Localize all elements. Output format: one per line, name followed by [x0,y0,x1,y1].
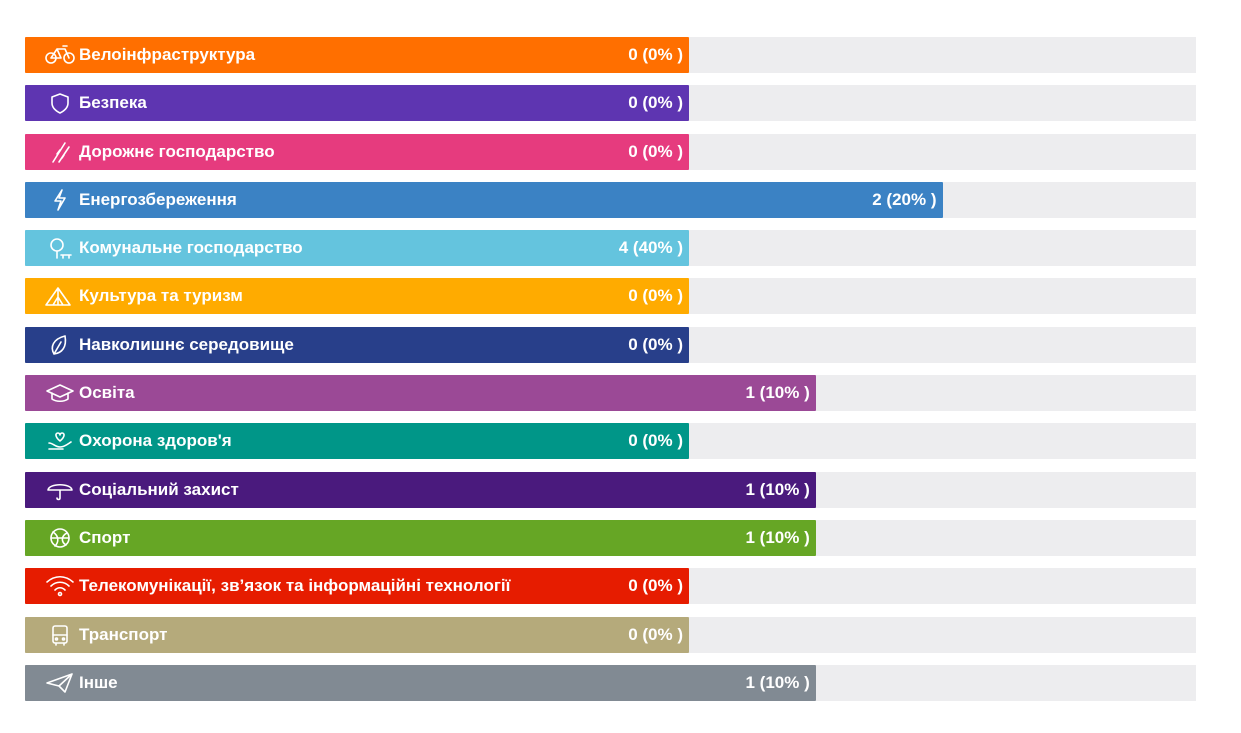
bar-label: Спорт [79,527,131,547]
bar-value-label: 1 (10% ) [745,479,810,499]
heart-hand-icon [43,429,77,453]
bar-track: Інше 1 (10% ) [25,664,1196,701]
bar: Освіта 1 (10% ) [25,375,816,412]
bar-label: Транспорт [79,624,168,644]
bar-value-label: 1 (10% ) [745,527,810,547]
bar: Дорожнє господарство 0 (0% ) [25,133,689,170]
bar: Інше 1 (10% ) [25,664,816,701]
shield-icon [43,91,77,115]
bar-track: Велоінфраструктура 0 (0% ) [25,37,1196,73]
bar-value-label: 1 (10% ) [745,383,810,403]
bar: Велоінфраструктура 0 (0% ) [25,37,689,73]
bar-value-label: 0 (0% ) [628,576,683,596]
bar-track: Навколишнє середовище 0 (0% ) [25,326,1196,363]
bar-value-label: 2 (20% ) [872,189,937,209]
bar-track: Телекомунікації, зв’язок та інформаційні… [25,568,1196,605]
bar: Транспорт 0 (0% ) [25,616,689,653]
bar: Безпека 0 (0% ) [25,85,689,122]
bar-label: Охорона здоров'я [79,431,232,451]
bar-label: Дорожнє господарство [79,141,275,161]
bar: Комунальне господарство 4 (40% ) [25,230,689,267]
bar-value-label: 0 (0% ) [628,93,683,113]
bar: Енергозбереження 2 (20% ) [25,181,943,218]
bar-track: Дорожнє господарство 0 (0% ) [25,133,1196,170]
bar-label: Культура та туризм [79,286,243,306]
category-bar-chart: Велоінфраструктура 0 (0% ) Безпека 0 (0% ) Д… [25,37,1196,713]
bar-value-label: 0 (0% ) [628,45,683,64]
bar-label: Енергозбереження [79,189,237,209]
bar-value-label: 0 (0% ) [628,624,683,644]
bar-value-label: 0 (0% ) [628,286,683,306]
leaf-icon [43,333,77,357]
bar-track: Енергозбереження 2 (20% ) [25,181,1196,218]
bar-label: Телекомунікації, зв’язок та інформаційні… [79,576,511,596]
bar: Охорона здоров'я 0 (0% ) [25,423,689,460]
bar-value-label: 0 (0% ) [628,141,683,161]
bar-label: Комунальне господарство [79,238,303,258]
tree-bench-icon [43,236,77,260]
bar-value-label: 4 (40% ) [618,238,683,258]
bar: Культура та туризм 0 (0% ) [25,278,689,315]
bar-track: Освіта 1 (10% ) [25,375,1196,412]
wifi-icon [43,574,77,598]
bar-track: Спорт 1 (10% ) [25,519,1196,556]
bar-value-label: 0 (0% ) [628,431,683,451]
bar-label: Навколишнє середовище [79,334,294,354]
bicycle-icon [43,43,77,67]
bar: Навколишнє середовище 0 (0% ) [25,326,689,363]
lightning-icon [43,188,77,212]
bar-track: Транспорт 0 (0% ) [25,616,1196,653]
bar-label: Інше [79,672,118,692]
road-icon [43,140,77,164]
bar: Спорт 1 (10% ) [25,519,816,556]
bar-label: Безпека [79,93,147,113]
bus-icon [43,623,77,647]
graduation-cap-icon [43,381,77,405]
bar-track: Безпека 0 (0% ) [25,85,1196,122]
bar-track: Охорона здоров'я 0 (0% ) [25,423,1196,460]
bar-track: Культура та туризм 0 (0% ) [25,278,1196,315]
bar-value-label: 1 (10% ) [745,672,810,692]
paper-plane-icon [43,671,77,695]
bar-label: Соціальний захист [79,479,239,499]
bar: Соціальний захист 1 (10% ) [25,471,816,508]
bar: Телекомунікації, зв’язок та інформаційні… [25,568,689,605]
bar-track: Комунальне господарство 4 (40% ) [25,230,1196,267]
umbrella-icon [43,478,77,502]
bar-value-label: 0 (0% ) [628,334,683,354]
ball-icon [43,526,77,550]
bar-track: Соціальний захист 1 (10% ) [25,471,1196,508]
tent-icon [43,284,77,308]
bar-label: Освіта [79,383,135,403]
bar-label: Велоінфраструктура [79,45,256,64]
